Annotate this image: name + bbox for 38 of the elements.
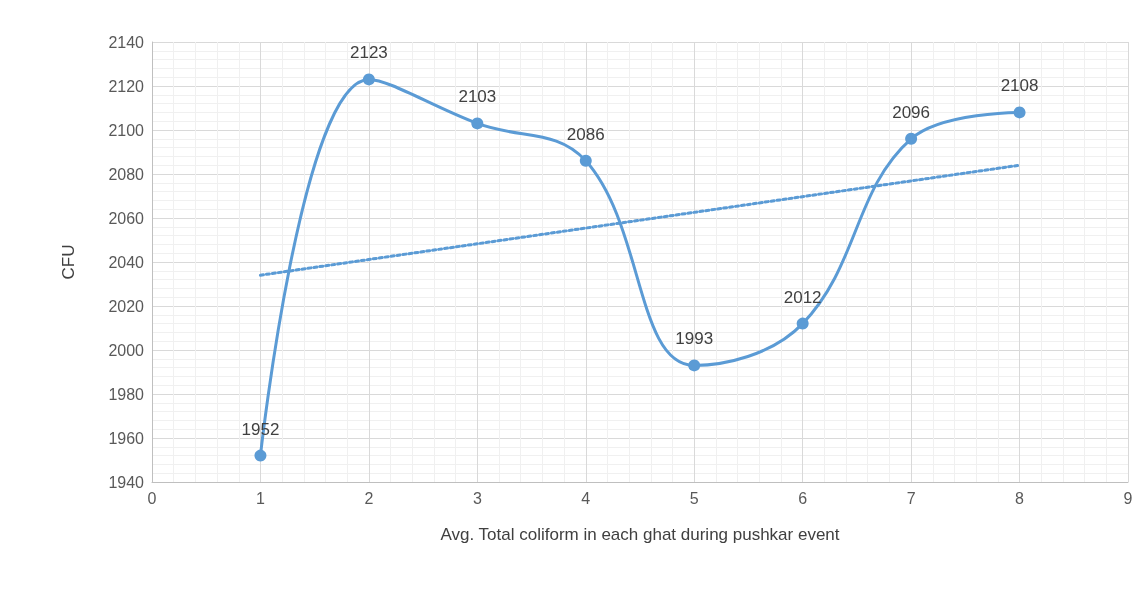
x-tick-label: 3 [472,489,482,507]
point [254,449,267,462]
point [796,317,809,330]
data-label: 2123 [349,43,388,63]
point [471,117,484,130]
point [362,73,375,86]
point [905,132,918,145]
x-tick-label: 8 [1015,489,1025,507]
x-tick-label: 6 [798,489,808,507]
x-tick-label: 2 [364,489,374,507]
data-label: 1993 [675,329,714,349]
point [579,154,592,167]
y-tick-label: 2080 [108,165,145,183]
y-tick-label: 2120 [108,77,145,95]
y-tick-label: 1980 [108,385,145,403]
x-tick-label: 5 [689,489,699,507]
data-label: 2096 [892,102,931,122]
y-tick-label: 1960 [108,429,145,447]
point [1013,106,1026,119]
x-tick-label: 1 [255,489,265,507]
y-tick-label: 2020 [108,297,145,315]
x-axis-title: Avg. Total coliform in each ghat during pushkar event [440,525,840,544]
y-axis-title: CFU [59,244,78,280]
data-label: 2103 [458,87,497,107]
data-label: 2012 [783,287,822,307]
y-tick-label: 2000 [108,341,145,359]
y-tick-label: 2140 [108,33,145,51]
x-tick-label: 4 [581,489,591,507]
y-tick-label: 1940 [108,473,145,491]
data-label: 2108 [1000,76,1039,96]
x-tick-label: 9 [1123,489,1133,507]
data-label: 2086 [566,124,605,144]
point [688,359,701,372]
x-tick-label: 7 [906,489,916,507]
y-tick-label: 2100 [108,121,145,139]
y-tick-label: 2040 [108,253,145,271]
x-tick-label: 0 [147,489,157,507]
y-tick-label: 2060 [108,209,145,227]
